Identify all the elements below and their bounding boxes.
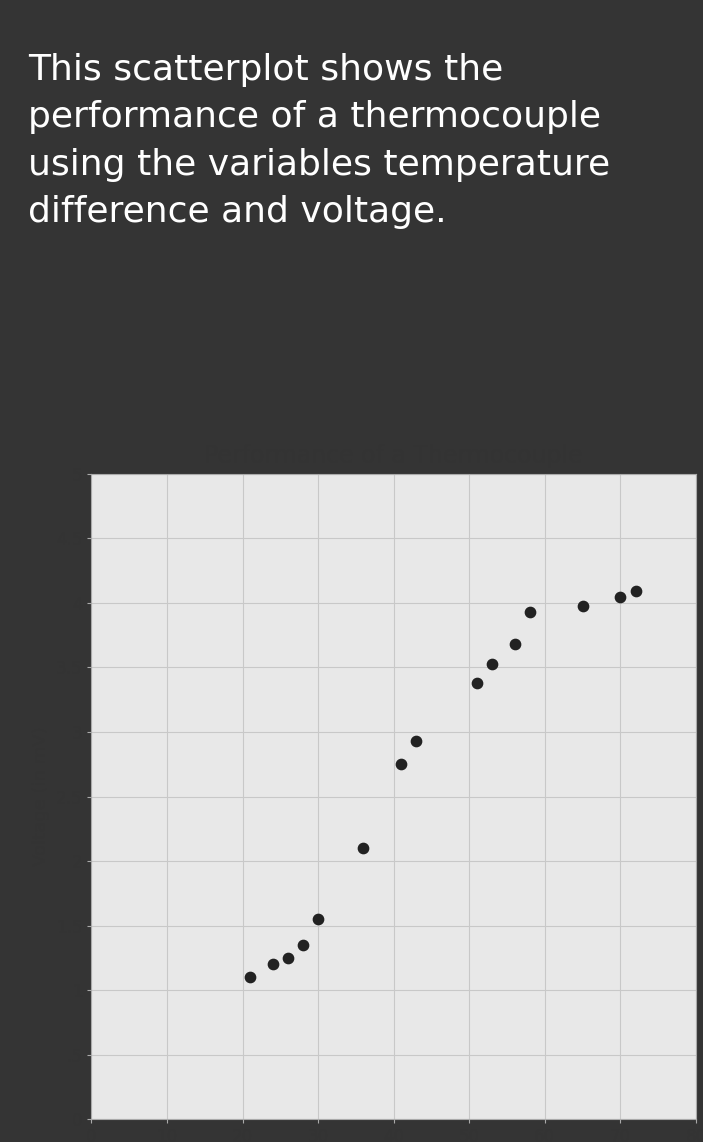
Point [267,955,278,973]
Text: This scatterplot shows the
performance of a thermocouple
using the variables tem: This scatterplot shows the performance o… [28,53,610,230]
Point [614,587,626,605]
Point [486,654,498,673]
Point [471,674,482,692]
Point [524,603,536,621]
Y-axis label: Voltage (in mV): Voltage (in mV) [32,726,51,867]
Point [630,582,641,601]
Point [396,755,407,773]
Title: Performance of a Thermocouple: Performance of a Thermocouple [205,444,583,468]
Point [577,596,588,614]
Point [313,910,324,928]
Point [509,635,520,653]
Point [297,935,309,954]
Point [358,839,369,858]
Point [245,968,256,987]
Point [283,949,294,967]
Point [411,732,422,750]
